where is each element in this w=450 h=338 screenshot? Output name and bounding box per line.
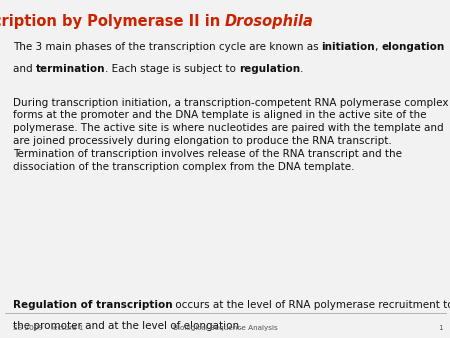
Text: Regulation of transcription: Regulation of transcription xyxy=(13,300,172,310)
Text: occurs at the level of RNA polymerase recruitment to: occurs at the level of RNA polymerase re… xyxy=(172,300,450,310)
Text: Transcription by Polymerase II in: Transcription by Polymerase II in xyxy=(0,14,225,29)
Text: elongation: elongation xyxy=(382,42,445,52)
Text: ,: , xyxy=(375,42,382,52)
Text: termination: termination xyxy=(36,64,105,74)
Text: The 3 main phases of the transcription cycle are known as: The 3 main phases of the transcription c… xyxy=(13,42,321,52)
Text: initiation: initiation xyxy=(321,42,375,52)
Text: . Each stage is subject to: . Each stage is subject to xyxy=(105,64,239,74)
Text: Biological Sequence Analysis: Biological Sequence Analysis xyxy=(173,325,277,331)
Text: SS 2009 – lecture 1: SS 2009 – lecture 1 xyxy=(13,325,83,331)
Text: the promoter and at the level of elongation.: the promoter and at the level of elongat… xyxy=(13,321,242,331)
Text: Drosophila: Drosophila xyxy=(225,14,314,29)
Text: 1: 1 xyxy=(439,325,443,331)
Text: .: . xyxy=(300,64,304,74)
Text: regulation: regulation xyxy=(239,64,300,74)
Text: and: and xyxy=(13,64,36,74)
Text: During transcription initiation, a transcription-competent RNA polymerase comple: During transcription initiation, a trans… xyxy=(13,98,448,172)
